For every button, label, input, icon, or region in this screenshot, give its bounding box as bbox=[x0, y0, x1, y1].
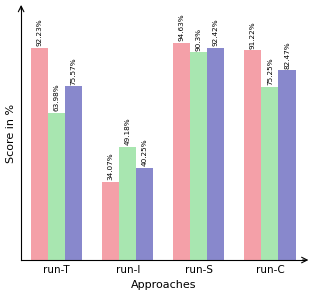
Text: 75.57%: 75.57% bbox=[71, 57, 77, 85]
Text: 91.22%: 91.22% bbox=[250, 21, 256, 49]
Bar bbox=[261, 87, 279, 260]
Bar bbox=[208, 48, 224, 260]
Text: 34.07%: 34.07% bbox=[108, 152, 114, 180]
Text: 90.3%: 90.3% bbox=[196, 28, 202, 51]
Text: 82.47%: 82.47% bbox=[284, 41, 290, 69]
Text: 94.63%: 94.63% bbox=[179, 13, 185, 41]
Bar bbox=[173, 43, 190, 260]
Bar bbox=[190, 52, 208, 260]
Text: 63.98%: 63.98% bbox=[54, 83, 60, 111]
Text: 40.25%: 40.25% bbox=[142, 138, 148, 166]
Text: 92.42%: 92.42% bbox=[213, 18, 219, 46]
Bar bbox=[119, 147, 136, 260]
Bar bbox=[48, 113, 65, 260]
Text: 49.18%: 49.18% bbox=[125, 118, 131, 145]
Text: 75.25%: 75.25% bbox=[267, 58, 273, 85]
Bar bbox=[102, 182, 119, 260]
Text: 92.23%: 92.23% bbox=[37, 19, 43, 46]
Bar bbox=[65, 86, 82, 260]
Bar bbox=[31, 48, 48, 260]
Bar bbox=[279, 70, 295, 260]
Bar bbox=[136, 168, 153, 260]
X-axis label: Approaches: Approaches bbox=[131, 280, 196, 290]
Y-axis label: Score in %: Score in % bbox=[6, 104, 16, 163]
Bar bbox=[244, 50, 261, 260]
